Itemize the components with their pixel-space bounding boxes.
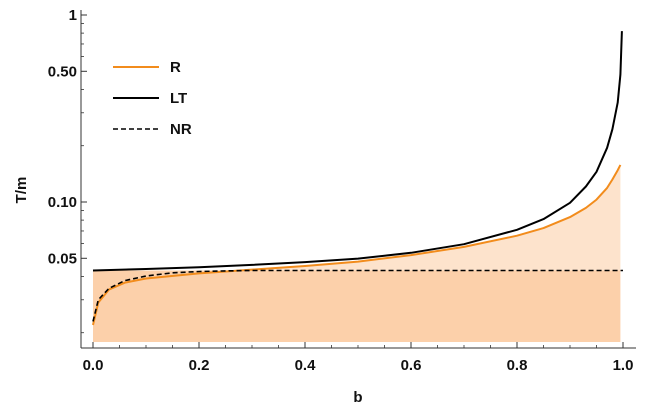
y-tick-label: 0.50 xyxy=(48,63,77,80)
legend-label-lt: LT xyxy=(170,90,187,107)
y-axis-label: T/m xyxy=(13,177,30,204)
y-tick-label: 0.05 xyxy=(48,250,77,267)
y-tick-label: 1 xyxy=(69,7,77,24)
shaded-regions xyxy=(93,164,621,342)
series-lines xyxy=(92,31,623,326)
series-line-nr xyxy=(92,269,623,322)
legend: R LT NR xyxy=(113,59,192,138)
legend-label-r: R xyxy=(170,59,181,76)
legend-label-nr: NR xyxy=(170,121,192,138)
light-shaded-region xyxy=(93,164,621,325)
x-tick-label: 0.8 xyxy=(507,357,528,374)
series-line-lt xyxy=(92,31,623,272)
x-tick-label: 0.6 xyxy=(401,357,422,374)
series-line-r xyxy=(92,164,622,326)
y-tick-label: 0.10 xyxy=(48,194,77,211)
x-tick-label: 0.0 xyxy=(83,357,104,374)
x-axis-label: b xyxy=(353,389,362,406)
x-tick-label: 1.0 xyxy=(613,357,634,374)
dark-shaded-region xyxy=(93,270,621,342)
x-tick-label: 0.4 xyxy=(295,357,317,374)
tick-marks: 0.0 0.2 0.4 0.6 0.8 1.0 0.05 0.10 0.50 1 xyxy=(48,7,634,374)
x-tick-label: 0.2 xyxy=(189,357,210,374)
